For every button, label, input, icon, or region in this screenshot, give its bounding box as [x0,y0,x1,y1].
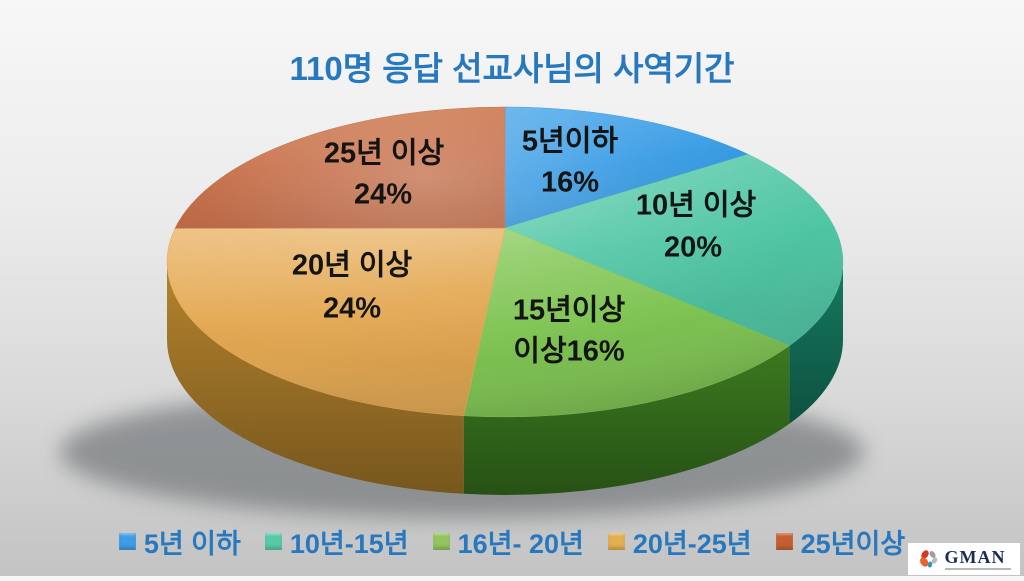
legend-swatch-under5yr [118,533,136,550]
legend-swatch-over25yr [775,533,793,550]
slice-label-10yr: 10년 이상 [635,189,757,222]
gman-text: GMAN [944,547,1006,567]
legend-label: 16년- 20년 [457,529,584,559]
slice-value-10yr: 20% [663,231,723,264]
legend-item-16-20yr: 16년- 20년 [432,522,584,561]
slice-label-25yr: 25년 이상 [323,137,445,170]
legend-item-10-15yr: 10년-15년 [264,522,409,561]
slice-label-under5yr: 5년이하 [521,125,619,158]
legend-item-under5yr: 5년 이하 [118,522,241,561]
slice-label-15yr: 15년이상 [512,294,626,327]
pie-wall-1 [789,262,843,424]
legend-label: 5년 이하 [143,529,241,559]
pie-wall-2 [463,345,790,495]
legend-label: 25년이상 [800,529,906,559]
pie-wall-3 [167,262,464,494]
slice-value-25yr: 24% [353,178,413,211]
legend-swatch-20-25yr [607,533,625,550]
legend-swatch-10-15yr [264,533,282,550]
legend-swatch-16-20yr [432,533,450,550]
gman-tagline-line [944,568,1011,570]
legend-item-over25yr: 25년이상 [775,522,906,561]
pie-sheen-overlay [167,107,843,417]
gman-wordmark: GMAN [944,547,1011,570]
slice-value-15yr: 이상16% [513,335,625,368]
slice-label-20yr: 20년 이상 [291,249,413,282]
legend-label: 20년-25년 [632,529,752,559]
gman-flower-icon [919,550,937,568]
chart-title: 110명 응답 선교사님의 사역기간 [289,50,735,87]
legend: 5년 이하 10년-15년 16년- 20년 20년-25년 25년이상 [0,522,1024,561]
slice-value-20yr: 24% [322,292,382,325]
legend-label: 10년-15년 [289,529,409,559]
legend-item-20-25yr: 20년-25년 [607,522,752,561]
gman-logo: GMAN [908,543,1020,575]
slice-value-under5yr: 16% [540,166,600,199]
